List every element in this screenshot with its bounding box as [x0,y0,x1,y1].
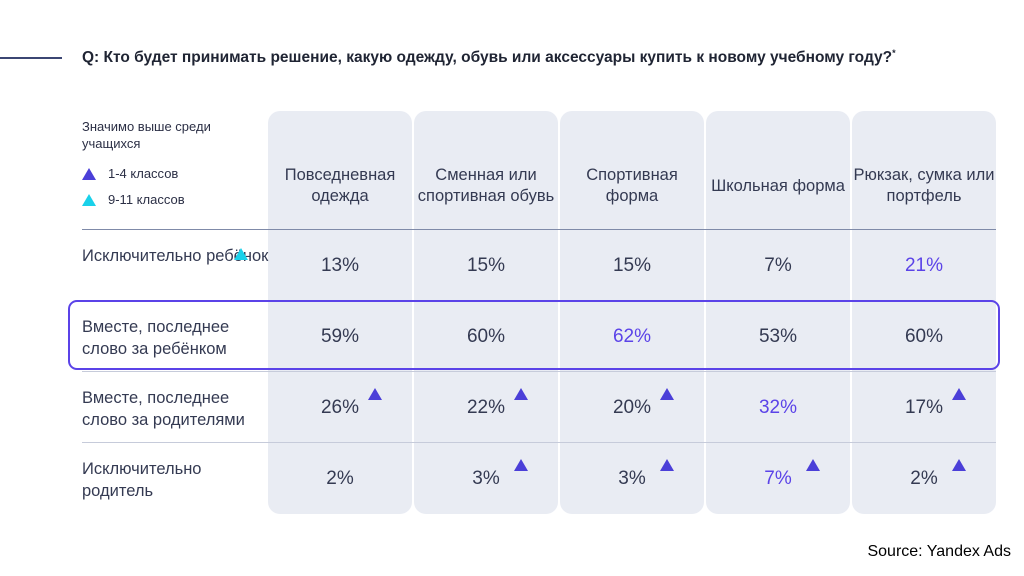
data-cell: 7% [764,255,792,276]
legend-item-grades-1-4: 1-4 классов [82,166,178,181]
data-cell: 60% [466,326,506,347]
data-cell: 2% [910,468,938,489]
data-cell: 20% [612,397,652,418]
column-background [560,111,704,514]
column-header: Рюкзак, сумка или портфель [853,166,995,205]
row-label: Вместе, последнее слово за ребёнком [82,318,230,358]
data-cell: 26% [320,397,360,418]
legend-label: 9-11 классов [108,192,185,207]
triangle-up-icon [234,248,248,260]
column-header: Сменная или спортивная обувь [417,166,555,205]
data-cell: 3% [618,468,646,489]
column-background [268,111,412,514]
triangle-up-icon [514,388,528,400]
question-footnote-mark: * [892,48,896,58]
legend-label: 1-4 классов [108,166,179,181]
column-header: Повседневная одежда [284,166,396,205]
column-background [706,111,850,514]
row-label: Вместе, последнее слово за родителями [82,389,245,429]
data-cell: 21% [904,255,944,276]
question-title: Q: Кто будет принимать решение, какую од… [82,48,1012,67]
row-divider [82,442,996,443]
highlighted-row-frame [68,300,1000,370]
column-background [852,111,996,514]
data-cell: 3% [472,468,500,489]
triangle-up-icon [368,388,382,400]
triangle-up-icon [952,388,966,400]
data-cell: 7% [764,468,792,489]
data-cell: 32% [758,397,798,418]
data-cell: 22% [466,397,506,418]
title-accent-line [0,57,62,59]
legend: Значимо выше среди учащихся 1-4 классов … [82,118,232,207]
data-cell: 17% [904,397,944,418]
row-divider [82,371,996,372]
data-cell: 2% [326,468,354,489]
row-label: Исключительно родитель [82,460,202,500]
triangle-up-icon [514,459,528,471]
column-header: Спортивная форма [586,166,678,205]
row-label: Исключительно ребёнок [82,247,269,265]
data-cell: 15% [466,255,506,276]
header-divider [82,229,996,230]
question-text: Q: Кто будет принимать решение, какую од… [82,49,893,67]
data-cell: 15% [612,255,652,276]
triangle-up-icon [660,459,674,471]
legend-item-grades-9-11: 9-11 классов [82,192,185,207]
data-cell: 59% [320,326,360,347]
data-cell: 62% [612,326,652,347]
triangle-up-icon [660,388,674,400]
data-cell: 53% [758,326,798,347]
legend-title: Значимо выше среди учащихся [82,119,211,151]
data-cell: 60% [904,326,944,347]
triangle-up-icon [952,459,966,471]
data-cell: 13% [320,255,360,276]
triangle-up-icon [806,459,820,471]
triangle-up-icon [82,193,96,206]
column-background [414,111,558,514]
column-header: Школьная форма [711,176,845,195]
source-note: Source: Yandex Ads [867,543,1011,560]
triangle-up-icon [82,167,96,180]
